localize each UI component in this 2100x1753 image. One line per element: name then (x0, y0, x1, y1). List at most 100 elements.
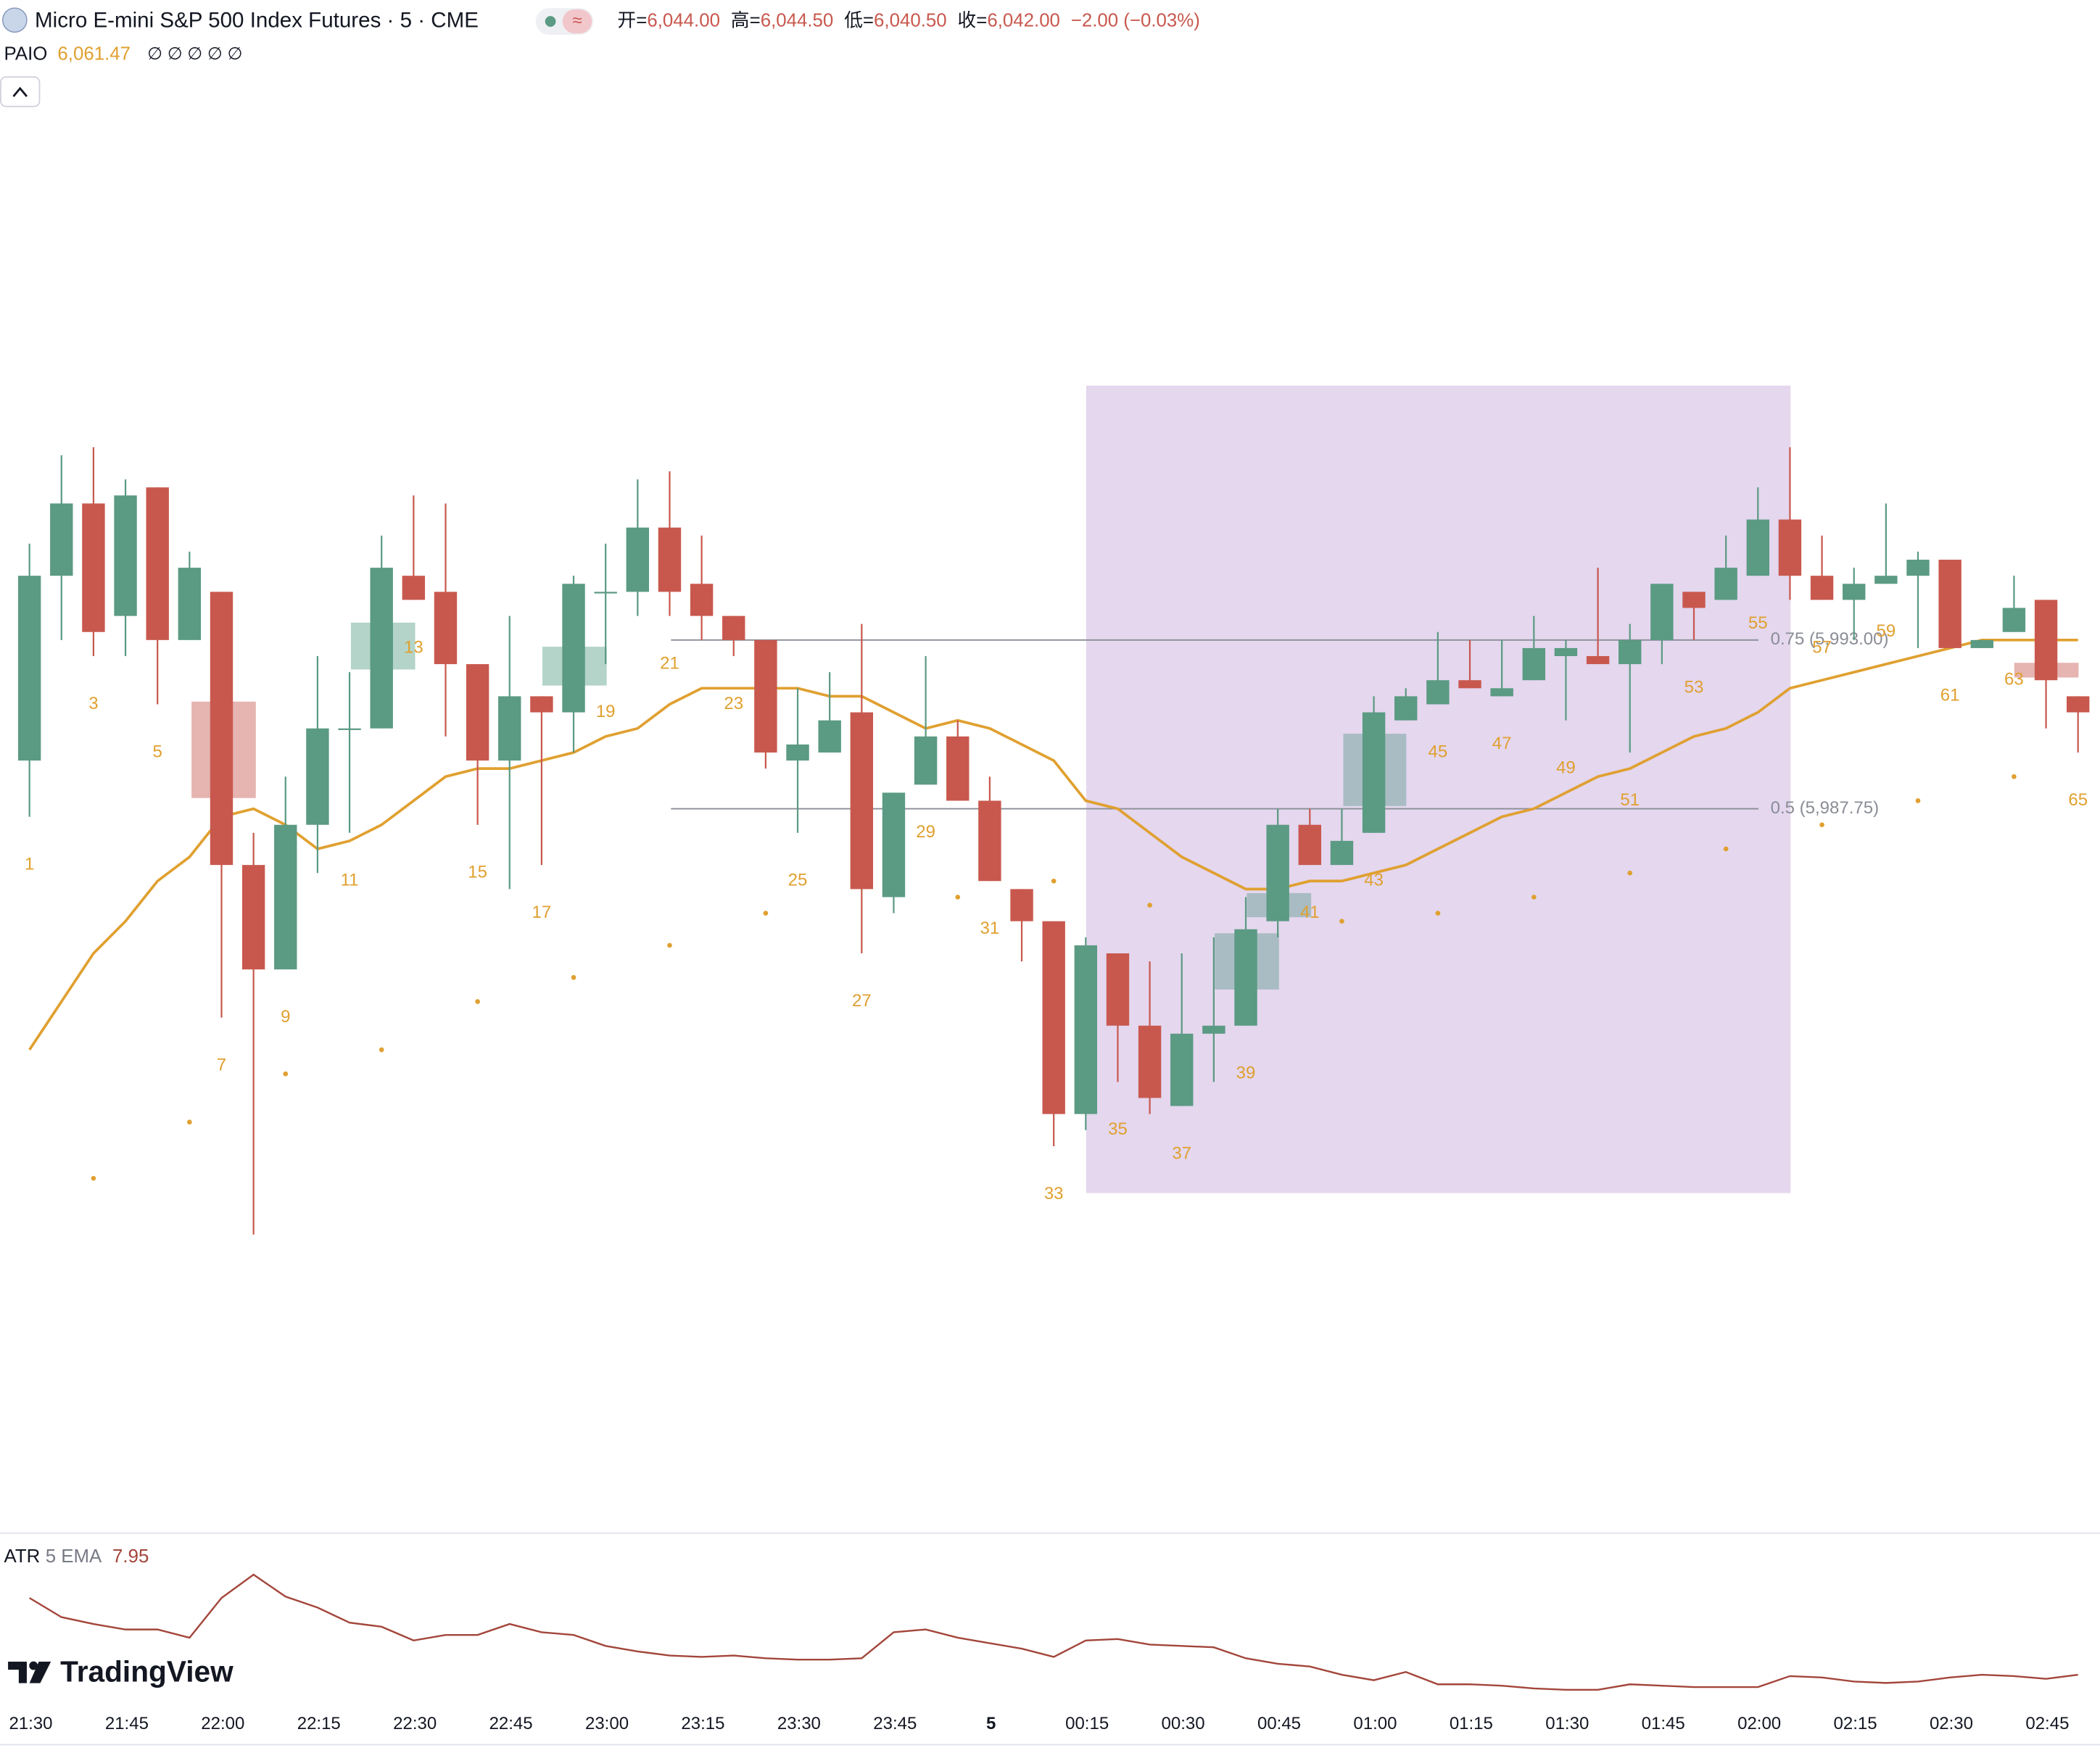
brand-name: TradingView (60, 1654, 233, 1688)
x-tick-label: 01:45 (1642, 1714, 1685, 1733)
signal-dot (955, 895, 961, 900)
candle-body (978, 800, 1001, 882)
candle-body (17, 576, 41, 761)
bar-number: 65 (2068, 790, 2088, 810)
bar-number: 59 (1877, 621, 1896, 641)
candle-body (1970, 639, 1993, 648)
bar-number: 1 (25, 854, 34, 874)
bar-number: 37 (1172, 1143, 1191, 1163)
candle-body (1266, 824, 1289, 921)
candle-body (1522, 647, 1545, 681)
bar-number: 13 (404, 637, 423, 657)
bar-number: 25 (788, 871, 808, 890)
bar-number: 11 (341, 871, 359, 890)
signal-dot (1819, 822, 1824, 828)
fib-label: 0.75 (5,993.00) (1771, 629, 1889, 649)
signal-dot (1723, 846, 1729, 852)
signal-dot (283, 1071, 289, 1077)
candle-body (1394, 696, 1418, 721)
x-tick-label: 21:30 (9, 1714, 52, 1733)
candle-body (626, 527, 650, 592)
fib-label: 0.5 (5,987.75) (1771, 798, 1879, 818)
candle-body (50, 503, 73, 576)
x-tick-label: 22:15 (297, 1714, 341, 1733)
bar-number: 33 (1044, 1184, 1064, 1203)
bar-number: 43 (1364, 871, 1384, 890)
x-tick-label: 22:30 (393, 1714, 437, 1733)
signal-dot (91, 1175, 96, 1181)
candle-body (1810, 576, 1834, 600)
signal-dot (1915, 798, 1921, 803)
signal-dot (1339, 919, 1344, 924)
ohlc-label: 低= (844, 9, 874, 30)
indicator-name[interactable]: PAIO (4, 44, 48, 65)
logo-mark (29, 1662, 51, 1683)
candle-body (1778, 519, 1802, 576)
candle-body (1906, 560, 1930, 576)
candle-body (210, 592, 233, 866)
bar-number: 41 (1300, 903, 1320, 922)
atr-value: 7.95 (112, 1546, 149, 1567)
candle-body (1746, 519, 1769, 576)
candle-body (370, 568, 393, 729)
candle-body (1426, 680, 1450, 705)
candle-body (1843, 584, 1866, 600)
candle-body (562, 584, 585, 713)
bar-number: 9 (281, 1007, 290, 1027)
logo-mark (8, 1662, 27, 1683)
candle-body (1202, 1025, 1225, 1034)
candle-body (2002, 608, 2026, 632)
candle-body (1682, 592, 1706, 608)
atr-legend: ATR 5 EMA 7.95 (4, 1546, 149, 1567)
status-dot (545, 16, 556, 27)
bar-number: 51 (1620, 790, 1640, 810)
candle-body (1586, 655, 1610, 665)
candle-body (1234, 929, 1257, 1026)
candle-body (594, 592, 617, 594)
indicator-value: 6,061.47 (57, 44, 131, 65)
bar-number: 53 (1684, 678, 1704, 697)
bar-number: 57 (1812, 637, 1832, 657)
bar-number: 47 (1492, 734, 1512, 753)
candle-body (722, 616, 745, 640)
bar-number: 17 (532, 903, 552, 922)
candle-body (178, 568, 202, 640)
candle-body (818, 720, 841, 753)
candle-body (1298, 824, 1322, 866)
signal-dot (1531, 895, 1537, 900)
signal-dot (2012, 774, 2017, 779)
candle-body (434, 592, 458, 665)
candle-body (1106, 953, 1130, 1026)
ohlc-label: 收= (957, 9, 987, 30)
signal-dot (763, 911, 769, 916)
collapse-icon (12, 86, 28, 97)
brand-logo: TradingView (8, 1654, 233, 1688)
bar-number: 7 (217, 1055, 226, 1074)
bar-number: 35 (1108, 1119, 1128, 1139)
signal-dot (1051, 878, 1057, 884)
bar-number: 61 (1940, 686, 1960, 705)
ohlc-value: 6,044.00 (647, 10, 720, 30)
candle-body (946, 736, 970, 801)
collapse-button[interactable] (0, 76, 41, 107)
candle-body (1138, 1025, 1162, 1098)
ohlc-value: 6,042.00 (987, 10, 1060, 30)
candle-body (1042, 921, 1065, 1114)
bar-number: 21 (660, 653, 679, 673)
bar-number: 3 (88, 694, 98, 713)
signal-dot (1435, 911, 1441, 916)
x-tick-label: 23:30 (777, 1714, 821, 1733)
symbol-title[interactable]: Micro E-mini S&P 500 Index Futures · 5 ·… (35, 8, 479, 32)
x-tick-label: 23:45 (873, 1714, 917, 1733)
ohlc-values: 开=6,044.00 高=6,044.50 低=6,040.50 收=6,042.00… (617, 9, 1199, 30)
atr-line (29, 1573, 2078, 1691)
indicator-flags: ∅ ∅ ∅ ∅ ∅ (147, 44, 242, 64)
bar-number: 49 (1556, 758, 1576, 777)
candle-body (658, 527, 682, 592)
bar-number: 31 (980, 919, 1000, 938)
candle-body (786, 744, 809, 761)
candle-body (466, 664, 489, 761)
bar-number: 27 (852, 991, 872, 1011)
candle-body (1554, 647, 1578, 656)
